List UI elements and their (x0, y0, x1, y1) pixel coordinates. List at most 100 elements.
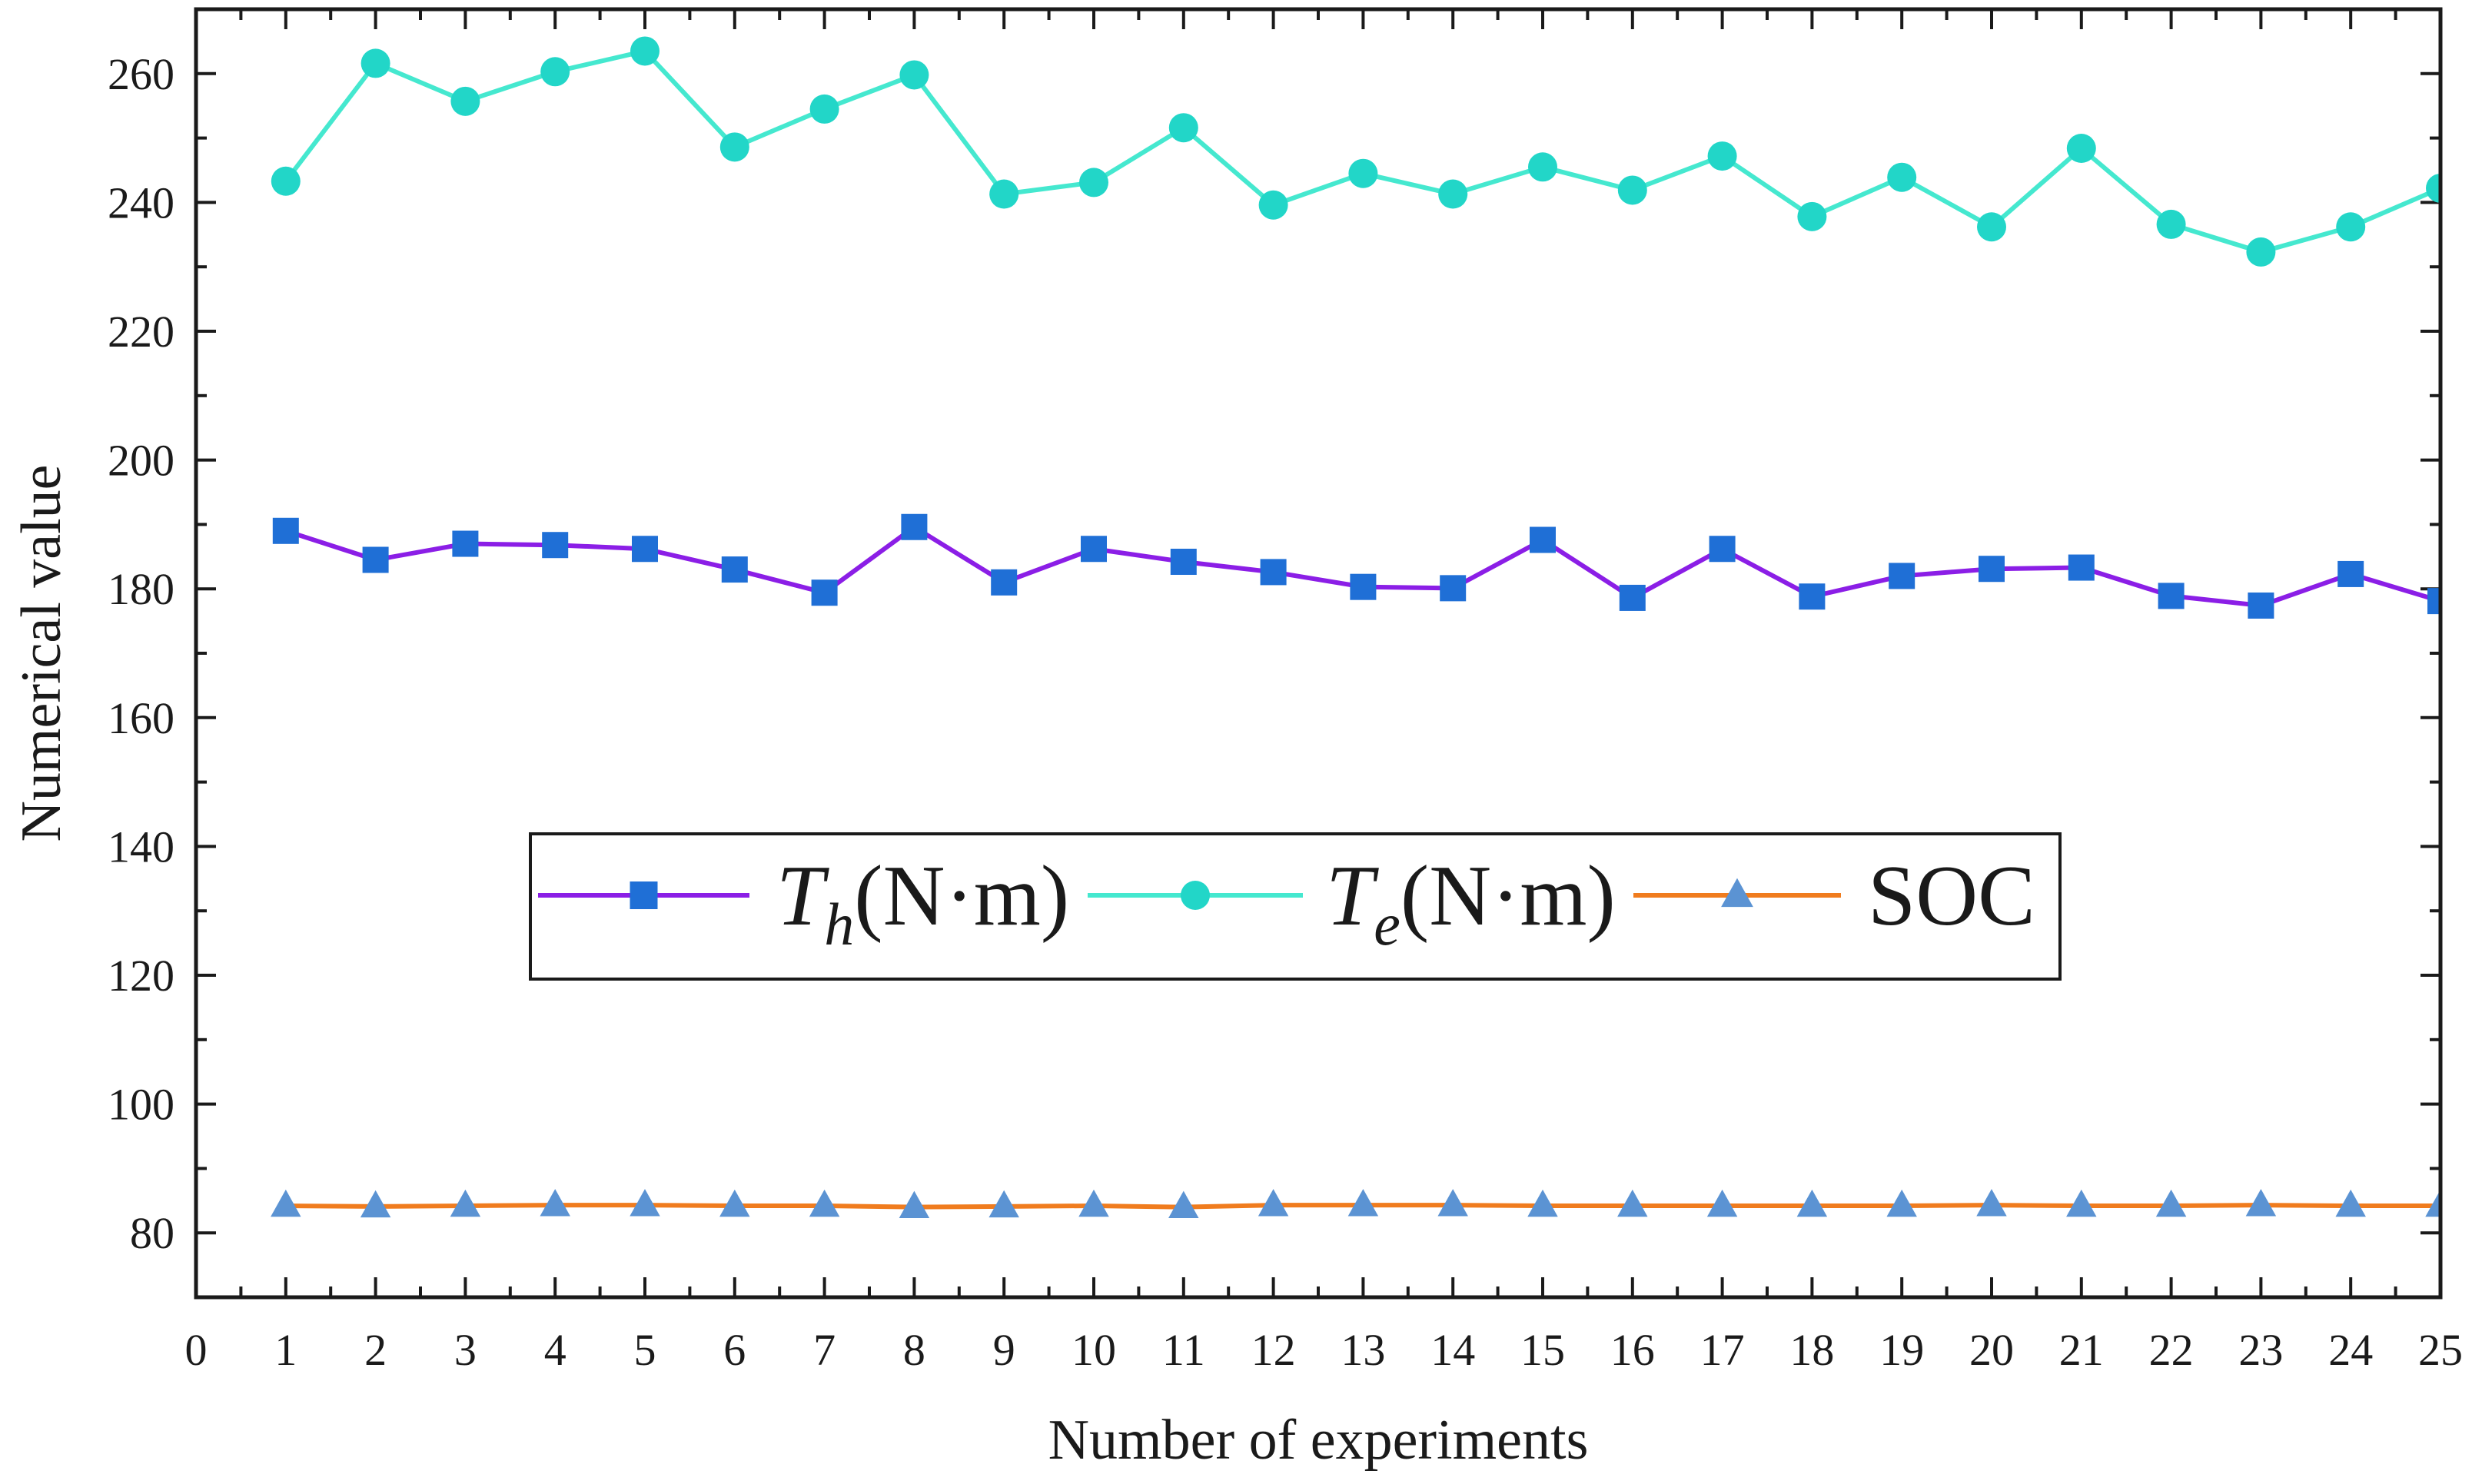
legend-marker-circle (1181, 881, 1210, 910)
legend-label-unit: (N·m) (854, 848, 1069, 944)
legend-label-subscript: h (824, 891, 854, 958)
x-tick-label: 2 (364, 1325, 387, 1375)
data-point-triangle (1706, 1189, 1738, 1217)
data-point-circle (1079, 168, 1108, 198)
data-point-square (991, 569, 1018, 596)
data-point-square (2068, 554, 2095, 581)
data-point-square (721, 556, 748, 583)
data-point-square (1350, 573, 1377, 600)
data-point-triangle (2155, 1189, 2187, 1217)
legend: Th(N·m) Te(N·m) SOC (529, 832, 2062, 981)
y-tick-label: 120 (108, 951, 174, 1001)
legend-label-main: T (776, 848, 829, 944)
data-point-square (542, 532, 569, 559)
data-point-triangle (2425, 1189, 2440, 1217)
data-point-triangle (450, 1189, 481, 1217)
data-point-square (1170, 549, 1197, 576)
data-point-triangle (1078, 1189, 1109, 1217)
x-tick-label: 1 (274, 1325, 297, 1375)
data-point-circle (1528, 152, 1557, 182)
legend-label-1: Te(N·m) (1326, 848, 1616, 958)
y-tick-label: 240 (108, 178, 174, 227)
x-tick-label: 10 (1072, 1325, 1116, 1375)
data-point-circle (899, 60, 929, 90)
data-point-triangle (1886, 1189, 1917, 1217)
data-point-triangle (630, 1189, 660, 1217)
x-tick-label: 3 (454, 1325, 477, 1375)
data-point-triangle (2335, 1189, 2366, 1217)
data-point-circle (809, 94, 839, 124)
data-point-circle (1617, 175, 1647, 205)
x-tick-label: 11 (1162, 1325, 1205, 1375)
data-point-triangle (1976, 1189, 2007, 1217)
data-point-square (1979, 556, 2005, 583)
x-tick-label: 14 (1430, 1325, 1475, 1375)
x-tick-label: 9 (993, 1325, 1015, 1375)
data-point-triangle (540, 1189, 570, 1217)
legend-label-2: SOC (1868, 848, 2035, 944)
y-tick-label: 220 (108, 307, 174, 357)
data-point-triangle (1617, 1189, 1648, 1217)
legend-label-main: T (1326, 848, 1379, 944)
x-tick-label: 12 (1251, 1325, 1296, 1375)
x-tick-label: 21 (2059, 1325, 2104, 1375)
data-point-circle (2336, 212, 2366, 242)
x-tick-label: 0 (185, 1325, 208, 1375)
y-tick-label: 160 (108, 693, 174, 743)
x-tick-label: 19 (1879, 1325, 1924, 1375)
data-point-triangle (360, 1190, 391, 1218)
data-point-triangle (1258, 1189, 1289, 1217)
series-square (272, 513, 2440, 619)
data-point-triangle (899, 1190, 930, 1218)
data-point-circle (360, 48, 390, 78)
data-point-circle (1797, 201, 1827, 231)
data-point-circle (1168, 113, 1198, 143)
data-point-circle (1348, 158, 1378, 188)
y-tick-label: 180 (108, 564, 174, 614)
y-tick-label: 100 (108, 1080, 174, 1130)
x-tick-label: 23 (2238, 1325, 2283, 1375)
data-point-square (1081, 536, 1107, 563)
x-tick-label: 4 (544, 1325, 566, 1375)
y-tick-label: 80 (130, 1208, 174, 1258)
data-point-square (2158, 583, 2185, 609)
x-tick-label: 24 (2328, 1325, 2373, 1375)
series-circle (271, 36, 2440, 267)
data-point-circle (2426, 173, 2440, 203)
data-point-circle (2066, 134, 2096, 164)
data-point-circle (719, 132, 749, 162)
data-point-square (1440, 575, 1467, 602)
data-point-square (1709, 536, 1736, 563)
data-point-circle (540, 57, 570, 87)
series-triangle (271, 1189, 2440, 1218)
x-tick-label: 17 (1700, 1325, 1745, 1375)
data-point-circle (271, 166, 301, 196)
data-point-circle (1258, 190, 1288, 220)
series-line-1 (284, 48, 2440, 254)
data-point-triangle (809, 1189, 840, 1217)
data-point-square (811, 579, 838, 606)
data-series (271, 36, 2440, 1218)
x-tick-label: 7 (813, 1325, 836, 1375)
legend-label-unit: (N·m) (1400, 848, 1616, 944)
data-point-square (901, 513, 928, 540)
data-point-triangle (1437, 1189, 1468, 1217)
data-point-circle (989, 179, 1019, 209)
legend-marker-square (630, 881, 658, 909)
x-tick-label: 15 (1520, 1325, 1565, 1375)
data-point-triangle (271, 1189, 301, 1217)
data-point-circle (1438, 179, 1468, 209)
data-point-square (1619, 584, 1646, 611)
x-tick-label: 5 (634, 1325, 656, 1375)
data-point-square (362, 546, 389, 573)
x-tick-label: 25 (2418, 1325, 2463, 1375)
data-point-square (2248, 592, 2274, 619)
data-point-square (1889, 563, 1915, 589)
data-point-square (2427, 588, 2440, 615)
x-tick-label: 16 (1610, 1325, 1655, 1375)
data-point-triangle (1527, 1189, 1558, 1217)
legend-label-0: Th(N·m) (776, 848, 1069, 958)
data-point-square (452, 530, 479, 557)
x-tick-label: 20 (1969, 1325, 2014, 1375)
